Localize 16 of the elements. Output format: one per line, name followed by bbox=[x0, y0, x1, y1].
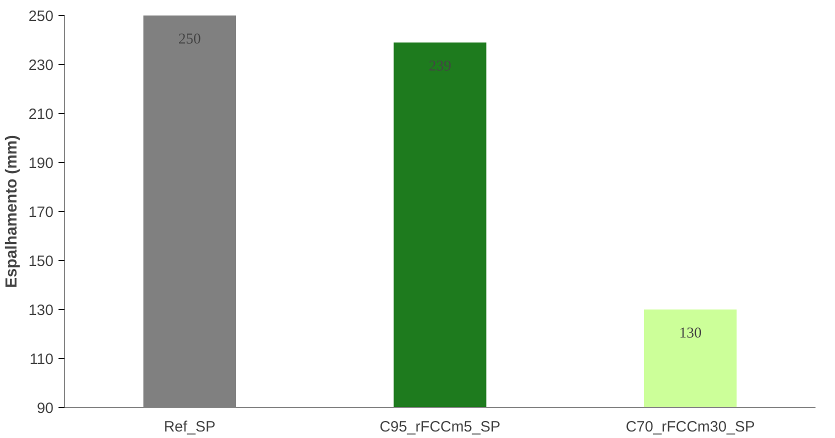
y-tick-label: 190 bbox=[28, 155, 54, 172]
x-tick-label: C70_rFCCm30_SP bbox=[626, 418, 755, 436]
y-tick-label: 90 bbox=[36, 400, 54, 417]
y-tick-label: 170 bbox=[28, 204, 54, 221]
data-label: 130 bbox=[679, 326, 702, 342]
y-tick-label: 250 bbox=[28, 8, 54, 25]
y-tick-label: 150 bbox=[28, 253, 54, 270]
data-label: 250 bbox=[178, 32, 201, 48]
y-axis-title: Espalhamento (mm) bbox=[3, 135, 20, 288]
x-tick-label: Ref_SP bbox=[164, 418, 216, 436]
y-tick-label: 110 bbox=[30, 351, 54, 368]
data-label: 239 bbox=[428, 58, 452, 74]
y-tick-label: 210 bbox=[28, 106, 54, 123]
x-tick-label: C95_rFCCm5_SP bbox=[380, 418, 500, 436]
y-tick-label: 130 bbox=[28, 302, 54, 319]
y-tick-label: 230 bbox=[28, 57, 54, 74]
